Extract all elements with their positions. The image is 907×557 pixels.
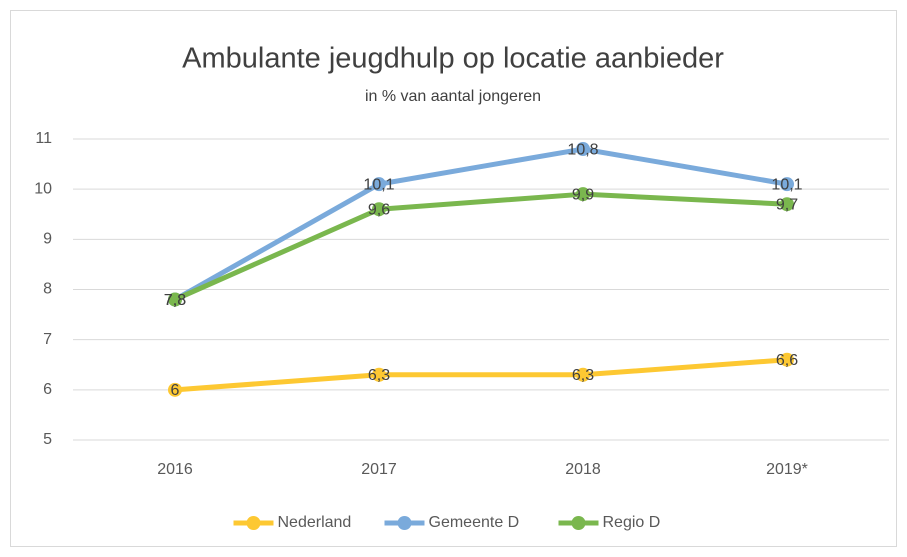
data-label: 9,9	[572, 186, 594, 203]
y-tick-label: 8	[43, 281, 52, 298]
data-label: 6,6	[776, 352, 798, 369]
point	[372, 177, 386, 192]
point	[780, 177, 794, 192]
legend-marker	[397, 516, 412, 530]
point	[372, 202, 386, 217]
chart-title: Ambulante jeugdhulp op locatie aanbieder	[182, 43, 724, 75]
y-tick-label: 9	[43, 231, 52, 248]
data-label: 10,1	[363, 176, 394, 193]
point	[576, 187, 590, 202]
series-line	[172, 191, 790, 303]
point	[780, 197, 794, 212]
y-tick-label: 7	[43, 331, 52, 348]
point	[576, 142, 590, 157]
chart-subtitle: in % van aantal jongeren	[365, 88, 541, 105]
data-label: 7,8	[164, 292, 186, 309]
point	[780, 352, 794, 367]
point	[372, 367, 386, 382]
x-tick-label: 2018	[565, 461, 601, 478]
data-label: 10,8	[567, 141, 598, 158]
y-tick-label: 5	[43, 431, 52, 448]
series-line	[172, 357, 790, 393]
legend-label: Gemeente D	[429, 514, 520, 531]
series-line	[172, 146, 790, 303]
legend-label: Nederland	[278, 514, 352, 531]
point	[168, 292, 182, 307]
legend-marker	[246, 516, 261, 530]
data-label: 6,3	[368, 367, 390, 384]
data-label: 6	[171, 382, 180, 399]
point	[168, 382, 182, 397]
data-label: 10,1	[771, 176, 802, 193]
x-tick-label: 2016	[157, 461, 193, 478]
legend-marker	[571, 516, 586, 530]
x-tick-label: 2017	[361, 461, 397, 478]
data-label: 7,8	[164, 292, 186, 309]
data-label: 9,6	[368, 201, 390, 218]
x-tick-label: 2019*	[766, 461, 808, 478]
y-tick-label: 10	[34, 180, 52, 197]
data-label: 6,3	[572, 367, 594, 384]
legend-label: Regio D	[603, 514, 661, 531]
y-tick-label: 11	[35, 130, 52, 147]
y-tick-label: 6	[43, 381, 52, 398]
point	[576, 367, 590, 382]
data-label: 9,7	[776, 196, 798, 213]
chart-border	[10, 10, 897, 547]
